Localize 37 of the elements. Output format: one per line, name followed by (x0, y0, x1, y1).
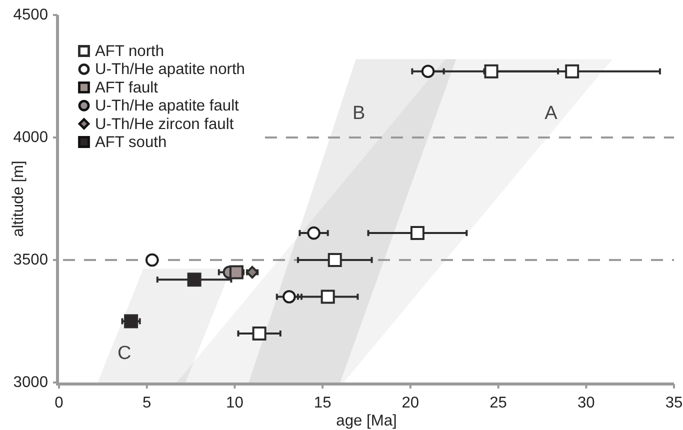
legend-label: U-Th/He zircon fault (95, 115, 234, 132)
series-label: C (118, 342, 132, 364)
point (145, 253, 159, 267)
y-tick-label: 4500 (13, 6, 48, 24)
series-label: A (544, 102, 558, 124)
point (124, 314, 138, 328)
point (421, 64, 435, 78)
y-tick-label: 3500 (13, 252, 48, 268)
x-tick-label: 25 (490, 394, 508, 412)
point (328, 253, 342, 267)
x-tick-label: 30 (577, 394, 596, 412)
point (252, 326, 266, 340)
point (246, 266, 259, 279)
x-tick-label: 10 (226, 394, 244, 412)
y-axis-title: altitude [m] (10, 160, 26, 237)
legend-label: AFT fault (95, 78, 159, 96)
legend-label: U-Th/He apatite fault (95, 97, 240, 114)
point (320, 290, 335, 304)
series-label: B (352, 102, 366, 124)
y-tick-label: 4000 (13, 129, 48, 146)
point (187, 272, 202, 287)
point (565, 64, 580, 78)
point (307, 226, 320, 240)
x-tick-label: 15 (314, 394, 332, 412)
legend-label: AFT south (95, 134, 167, 150)
point (229, 265, 244, 280)
x-tick-label: 20 (402, 394, 420, 412)
x-tick-label: 5 (142, 394, 152, 412)
x-tick-label: 0 (54, 394, 64, 412)
y-tick-label: 3000 (13, 374, 48, 391)
x-tick-label: 35 (665, 394, 683, 412)
legend-label: AFT north (95, 42, 164, 60)
x-axis-title: age [Ma] (336, 412, 397, 430)
legend-label: U-Th/He apatite north (95, 60, 245, 78)
point (484, 64, 498, 78)
point (410, 226, 424, 240)
point (282, 290, 296, 304)
